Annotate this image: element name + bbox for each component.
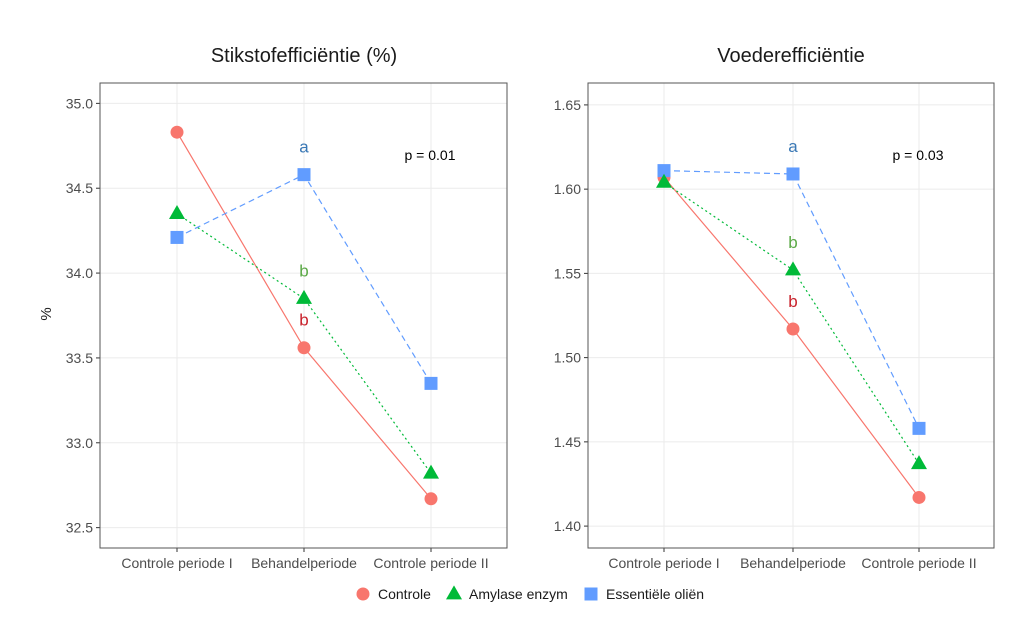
data-point bbox=[912, 421, 926, 435]
data-point bbox=[785, 261, 801, 276]
chart-title: Voederefficiëntie bbox=[717, 45, 865, 67]
data-point bbox=[297, 341, 311, 355]
data-point bbox=[296, 289, 312, 304]
y-tick-label: 34.0 bbox=[66, 265, 93, 281]
data-point bbox=[424, 376, 438, 390]
data-point bbox=[169, 204, 185, 219]
data-point bbox=[170, 230, 184, 244]
x-tick-label: Controle periode I bbox=[121, 555, 232, 571]
significance-label: b bbox=[788, 233, 797, 252]
y-tick-label: 1.65 bbox=[554, 97, 581, 113]
legend-marker-triangle bbox=[446, 585, 462, 600]
x-tick-label: Controle periode II bbox=[373, 555, 488, 571]
data-point bbox=[912, 490, 926, 504]
legend-label: Essentiële oliën bbox=[606, 586, 704, 602]
y-tick-label: 1.55 bbox=[554, 265, 581, 281]
series-line-amylase-enzym bbox=[176, 213, 432, 474]
data-point bbox=[424, 492, 438, 506]
legend-label: Amylase enzym bbox=[469, 586, 568, 602]
data-point bbox=[786, 322, 800, 336]
series-line-controle bbox=[663, 176, 920, 498]
y-tick-label: 32.5 bbox=[66, 520, 93, 536]
significance-label: a bbox=[788, 137, 798, 156]
data-point bbox=[423, 464, 439, 479]
data-point bbox=[656, 173, 672, 188]
y-tick-label: 1.50 bbox=[554, 350, 581, 366]
y-tick-label: 34.5 bbox=[66, 180, 93, 196]
y-tick-label: 35.0 bbox=[66, 95, 93, 111]
legend-label: Controle bbox=[378, 586, 431, 602]
panel-border bbox=[587, 82, 995, 549]
panel-border bbox=[99, 82, 508, 549]
data-point bbox=[657, 164, 671, 178]
panel-2: Voederefficiëntie 1.40 1.45 1.50 1.55 1.60 1.6… bbox=[554, 45, 995, 571]
y-tick-label: 33.0 bbox=[66, 435, 93, 451]
p-value-annotation: p = 0.01 bbox=[405, 147, 456, 163]
significance-label: b bbox=[299, 311, 308, 330]
y-tick-label: 1.45 bbox=[554, 434, 581, 450]
significance-label: a bbox=[299, 138, 309, 157]
y-axis-label: % bbox=[38, 307, 55, 320]
legend: Controle Amylase enzym Essentiële oliën bbox=[356, 585, 704, 602]
data-point bbox=[911, 455, 927, 470]
chart-title: Stikstofefficiëntie (%) bbox=[211, 45, 397, 67]
significance-label: b bbox=[788, 292, 797, 311]
legend-marker-circle bbox=[356, 587, 370, 601]
x-tick-label: Controle periode II bbox=[861, 555, 976, 571]
data-point bbox=[170, 125, 184, 139]
x-tick-label: Controle periode I bbox=[608, 555, 719, 571]
x-tick-label: Behandelperiode bbox=[740, 555, 846, 571]
y-tick-label: 1.60 bbox=[554, 181, 581, 197]
data-point bbox=[297, 168, 311, 182]
legend-marker-square bbox=[584, 587, 598, 601]
series-line-essenti-le-oli-n bbox=[663, 170, 920, 429]
x-tick-label: Behandelperiode bbox=[251, 555, 357, 571]
y-tick-label: 1.40 bbox=[554, 518, 581, 534]
y-tick-label: 33.5 bbox=[66, 350, 93, 366]
p-value-annotation: p = 0.03 bbox=[893, 147, 944, 163]
significance-label: b bbox=[299, 262, 308, 281]
data-point bbox=[786, 167, 800, 181]
panel-1: Stikstofefficiëntie (%) 32.5 33.0 33.5 34.0 3… bbox=[38, 45, 508, 571]
